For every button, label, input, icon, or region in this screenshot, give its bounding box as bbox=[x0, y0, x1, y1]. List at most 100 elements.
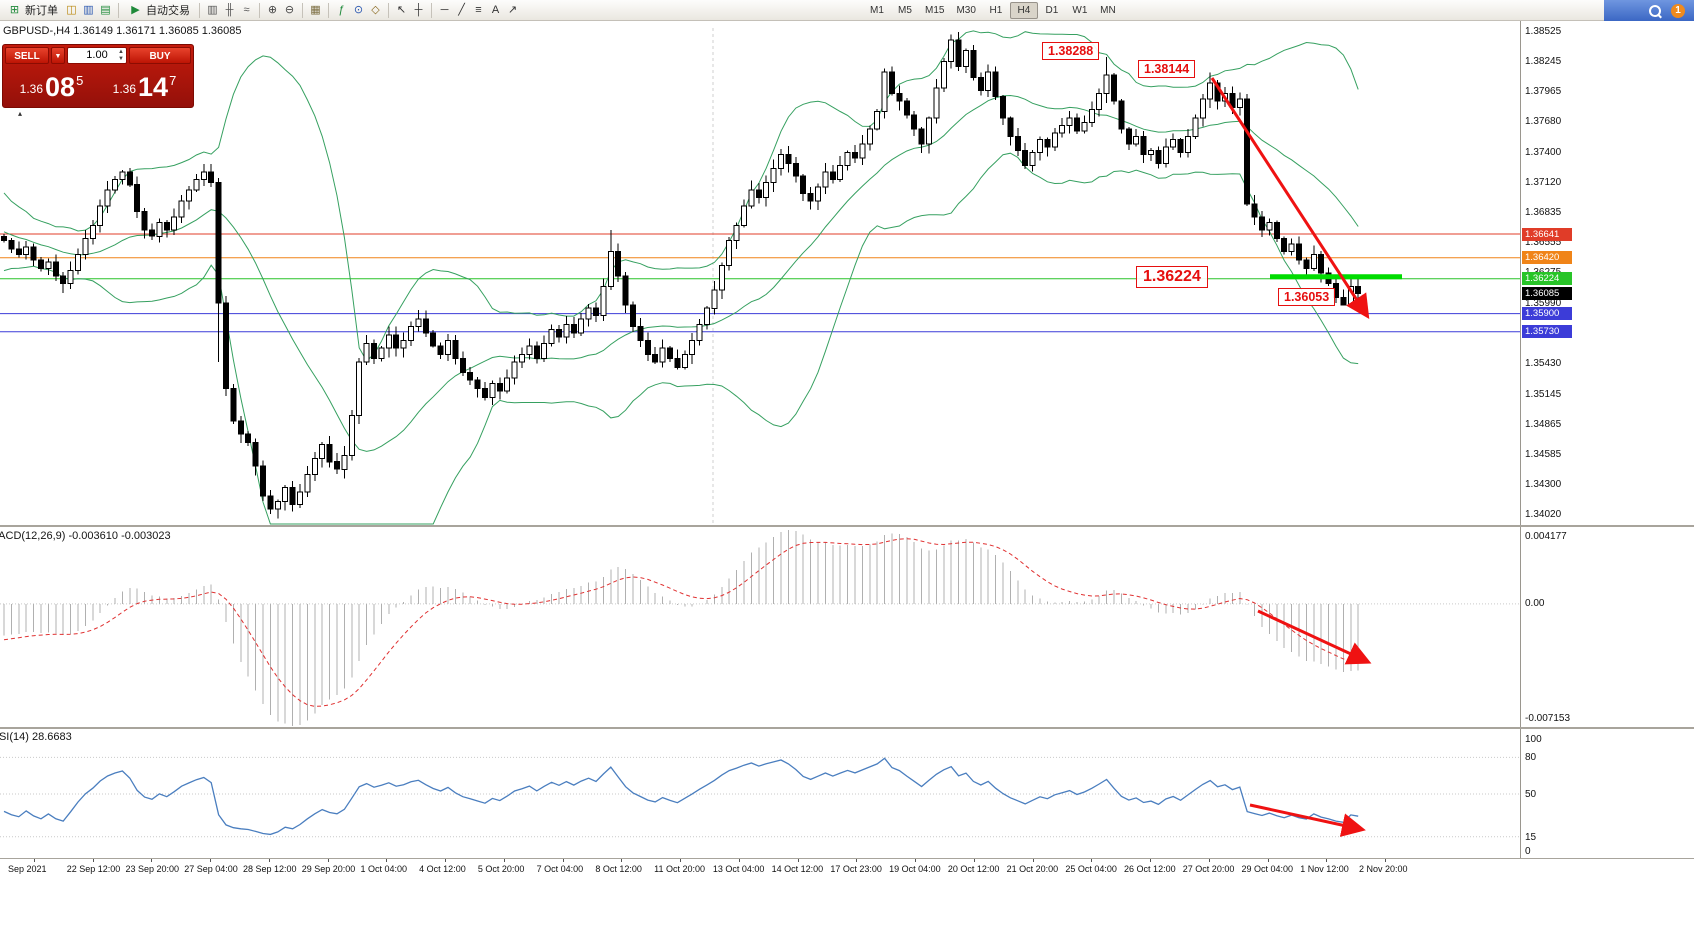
auto-trading-label: 自动交易 bbox=[146, 5, 190, 17]
time-label: 5 Oct 20:00 bbox=[477, 864, 525, 874]
time-tick bbox=[621, 859, 623, 862]
buy-price-big: 14 bbox=[138, 72, 169, 102]
price-line-box[interactable]: 1.36420 bbox=[1522, 251, 1572, 265]
new-order-button[interactable]: ⊞ 新订单 bbox=[3, 1, 62, 19]
time-axis[interactable]: Sep 2021 22 Sep 12:00 23 Sep 20:00 27 Sep 0… bbox=[0, 858, 1694, 881]
timeframe-W1[interactable]: W1 bbox=[1072, 5, 1088, 16]
price-tick: 1.38245 bbox=[1525, 55, 1562, 67]
timeframe-H4[interactable]: H4 bbox=[1009, 2, 1038, 19]
crosshair-icon[interactable]: ┼ bbox=[414, 3, 423, 16]
navigator-icon[interactable]: ▤ bbox=[100, 3, 111, 16]
price-tick: 1.35145 bbox=[1525, 388, 1562, 400]
buy-price[interactable]: 1.36 14 7 bbox=[98, 64, 191, 105]
trend-arrow-3[interactable] bbox=[1249, 803, 1366, 837]
timeframe-MN[interactable]: MN bbox=[1100, 5, 1116, 16]
buy-button[interactable]: BUY bbox=[129, 47, 191, 64]
price-line-box[interactable]: 1.36641 bbox=[1522, 227, 1572, 241]
sell-price-big: 08 bbox=[45, 72, 76, 102]
panel-divider-rsi[interactable] bbox=[0, 727, 1694, 729]
time-label: 29 Sep 20:00 bbox=[301, 864, 356, 874]
volume-spinner[interactable]: ▲ ▼ bbox=[118, 49, 124, 62]
time-label: 14 Oct 12:00 bbox=[771, 864, 824, 874]
line-chart-icon[interactable]: ≈ bbox=[243, 3, 250, 16]
price-flag[interactable]: 1.38144 bbox=[1138, 60, 1196, 78]
timeframe-D1[interactable]: D1 bbox=[1045, 5, 1059, 16]
toolbar-separator bbox=[388, 2, 389, 18]
text-icon[interactable]: A bbox=[491, 3, 500, 16]
toolbar-separator bbox=[328, 2, 329, 18]
time-tick bbox=[92, 859, 94, 862]
price-line-box[interactable]: 1.36224 bbox=[1522, 272, 1572, 286]
buy-price-small: 1.36 bbox=[112, 82, 137, 96]
sell-caret-button[interactable]: ▼ bbox=[51, 47, 65, 64]
trend-arrow-2[interactable] bbox=[1257, 609, 1372, 665]
candles bbox=[1, 32, 1362, 519]
market-watch-icon[interactable]: ▥ bbox=[83, 3, 94, 16]
timeframe-H1[interactable]: H1 bbox=[989, 5, 1003, 16]
time-tick bbox=[210, 859, 212, 862]
time-label: Sep 2021 bbox=[8, 864, 47, 874]
toolbar-separator bbox=[431, 2, 432, 18]
price-flag[interactable]: 1.36224 bbox=[1136, 266, 1208, 288]
auto-trading-icon: ▶ bbox=[131, 3, 140, 16]
panel-divider-macd[interactable] bbox=[0, 525, 1694, 527]
zoom-in-icon[interactable]: ⊕ bbox=[267, 3, 278, 16]
zoom-out-icon[interactable]: ⊖ bbox=[284, 3, 295, 16]
trendline-icon[interactable]: ╱ bbox=[458, 3, 465, 16]
indicators-icon[interactable]: ƒ bbox=[338, 3, 345, 16]
time-label: 25 Oct 04:00 bbox=[1065, 864, 1117, 874]
price-flag[interactable]: 1.38288 bbox=[1042, 42, 1100, 60]
volume-value: 1.00 bbox=[86, 49, 108, 61]
trade-panel-collapse-arrow[interactable]: ▴ bbox=[18, 109, 23, 118]
time-label: 27 Sep 04:00 bbox=[184, 864, 238, 874]
time-label: 2 Nov 20:00 bbox=[1359, 864, 1408, 874]
price-flag[interactable]: 1.36053 bbox=[1278, 288, 1336, 306]
sell-price-sup: 5 bbox=[76, 73, 84, 88]
time-tick bbox=[1267, 859, 1269, 862]
volume-input[interactable]: 1.00 ▲ ▼ bbox=[67, 47, 127, 64]
time-label: 1 Oct 04:00 bbox=[360, 864, 407, 874]
hline-icon[interactable]: ─ bbox=[440, 3, 449, 16]
timeframe-M15[interactable]: M15 bbox=[925, 5, 945, 16]
timeframe-M30[interactable]: M30 bbox=[956, 5, 976, 16]
chart-profiles-icon[interactable]: ◫ bbox=[66, 3, 77, 16]
time-label: 11 Oct 20:00 bbox=[654, 864, 705, 874]
last-price-box: 1.36085 bbox=[1522, 287, 1572, 301]
candlestick-icon[interactable]: ╫ bbox=[225, 3, 234, 16]
auto-trading-button[interactable]: ▶ 自动交易 bbox=[124, 1, 194, 19]
time-tick bbox=[1091, 859, 1093, 862]
tile-windows-icon[interactable]: ▦ bbox=[310, 3, 321, 16]
periods-icon[interactable]: ⊙ bbox=[353, 3, 364, 16]
sell-price[interactable]: 1.36 08 5 bbox=[5, 64, 98, 105]
toolbar-tool-icons: ▥ ╫ ≈ ⊕ ⊖ ▦ ƒ ⊙ ◇ ↖ ┼ ─ ╱ ≡ A ↗ bbox=[205, 2, 520, 18]
price-tick: 1.37680 bbox=[1525, 116, 1562, 128]
time-tick bbox=[1326, 859, 1328, 862]
price-tick: 1.36835 bbox=[1525, 207, 1562, 219]
macd-signal-line bbox=[3, 538, 1359, 707]
sell-price-small: 1.36 bbox=[19, 82, 44, 96]
price-tick: 1.34865 bbox=[1525, 418, 1562, 430]
trend-arrow-1[interactable] bbox=[1210, 77, 1370, 320]
price-line-box[interactable]: 1.35730 bbox=[1522, 325, 1572, 339]
new-order-label: 新订单 bbox=[25, 5, 58, 17]
timeframe-M5[interactable]: M5 bbox=[898, 5, 912, 16]
time-tick bbox=[856, 859, 858, 862]
main-toolbar: ⊞ 新订单 ◫ ▥ ▤ ▶ 自动交易 ▥ ╫ ≈ ⊕ ⊖ ▦ ƒ ⊙ ◇ ↖ ┼ ─ ╱ ≡ A ↗ M1 M5 M1… bbox=[0, 0, 1694, 21]
sell-button[interactable]: SELL bbox=[5, 47, 49, 64]
bar-chart-icon[interactable]: ▥ bbox=[207, 3, 218, 16]
price-line-box[interactable]: 1.35900 bbox=[1522, 307, 1572, 321]
price-axis[interactable]: 1.38525 1.38245 1.37965 1.37680 1.37400 1.371… bbox=[1521, 21, 1694, 878]
timeframe-M1[interactable]: M1 bbox=[870, 5, 884, 16]
search-icon[interactable] bbox=[1649, 4, 1661, 17]
price-tick: 1.34300 bbox=[1525, 479, 1562, 491]
time-label: 1 Nov 12:00 bbox=[1300, 864, 1349, 874]
notification-badge[interactable]: 1 bbox=[1671, 3, 1685, 18]
arrow-tool-icon[interactable]: ↗ bbox=[507, 3, 518, 16]
fibonacci-icon[interactable]: ≡ bbox=[475, 3, 482, 16]
chart-canvas[interactable] bbox=[0, 0, 1520, 858]
time-label: 8 Oct 12:00 bbox=[595, 864, 642, 874]
cursor-icon[interactable]: ↖ bbox=[396, 3, 407, 16]
templates-icon[interactable]: ◇ bbox=[371, 3, 380, 16]
price-tick: 1.35990 bbox=[1525, 297, 1562, 309]
time-label: 27 Oct 20:00 bbox=[1182, 864, 1235, 874]
